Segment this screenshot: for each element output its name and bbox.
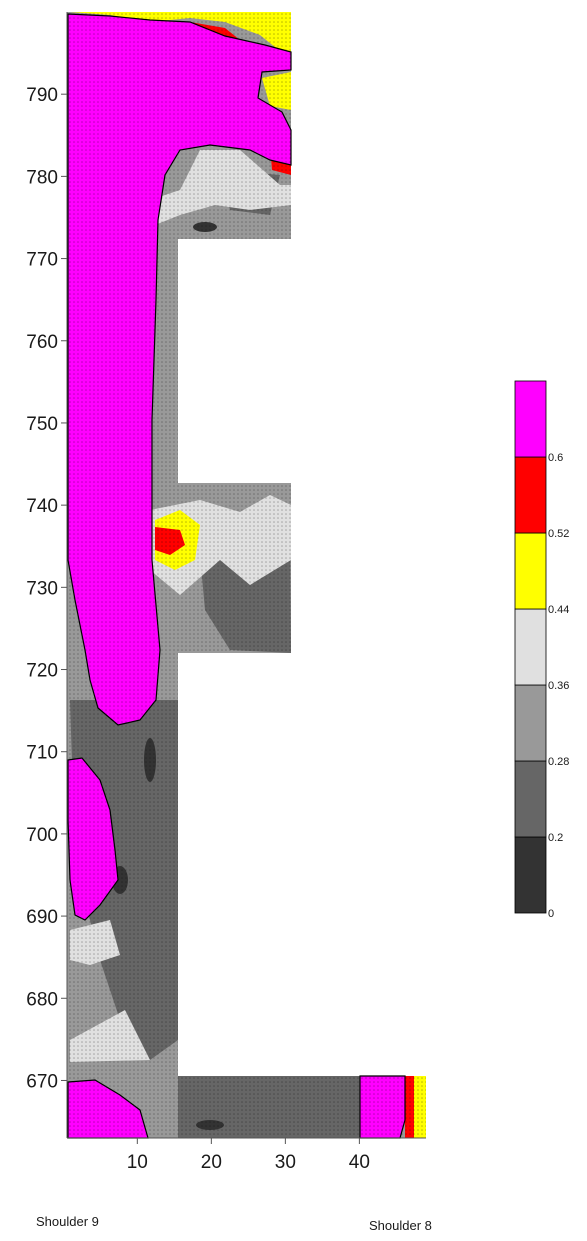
x-tick-label: 30 [275, 1152, 296, 1173]
colorbar-tick-label: 0.36 [548, 680, 569, 692]
annotation-shoulder-8: Shoulder 8 [369, 1218, 432, 1233]
y-tick-label: 700 [26, 825, 58, 846]
colorbar-swatch [514, 380, 547, 458]
colorbar-tick-label: 0.28 [548, 756, 569, 768]
colorbar-swatch [514, 760, 547, 838]
y-tick-label: 730 [26, 578, 58, 599]
y-tick-label: 720 [26, 661, 58, 682]
y-tick-label: 770 [26, 250, 58, 271]
y-tick-label: 710 [26, 743, 58, 764]
annotation-shoulder-9: Shoulder 9 [36, 1214, 99, 1229]
colorbar-swatch [514, 456, 547, 534]
colorbar-tick-label: 0 [548, 908, 554, 920]
y-axis: 670 680 690 700 710 720 730 740 750 760 770 780 790 [26, 12, 68, 1138]
y-tick-label: 680 [26, 989, 58, 1010]
y-tick-label: 780 [26, 167, 58, 188]
colorbar-tick-label: 0.6 [548, 452, 563, 464]
x-tick-label: 40 [349, 1152, 370, 1173]
y-tick-label: 670 [26, 1071, 58, 1092]
colorbar-tick-label: 0.2 [548, 832, 563, 844]
colorbar-swatch [514, 532, 547, 610]
colorbar-swatch [514, 836, 547, 914]
x-tick-label: 10 [127, 1152, 148, 1173]
colorbar-swatch [514, 608, 547, 686]
x-axis: 10 20 30 40 [67, 1137, 426, 1173]
y-tick-label: 790 [26, 85, 58, 106]
y-tick-label: 690 [26, 907, 58, 928]
y-tick-label: 740 [26, 496, 58, 517]
sample-points [67, 12, 426, 1138]
y-tick-label: 750 [26, 414, 58, 435]
colorbar: 0 0.2 0.28 0.36 0.44 0.52 0.6 [514, 380, 569, 920]
colorbar-tick-label: 0.52 [548, 528, 569, 540]
colorbar-tick-label: 0.44 [548, 604, 569, 616]
x-tick-label: 20 [201, 1152, 222, 1173]
colorbar-swatch [514, 684, 547, 762]
y-tick-label: 760 [26, 332, 58, 353]
